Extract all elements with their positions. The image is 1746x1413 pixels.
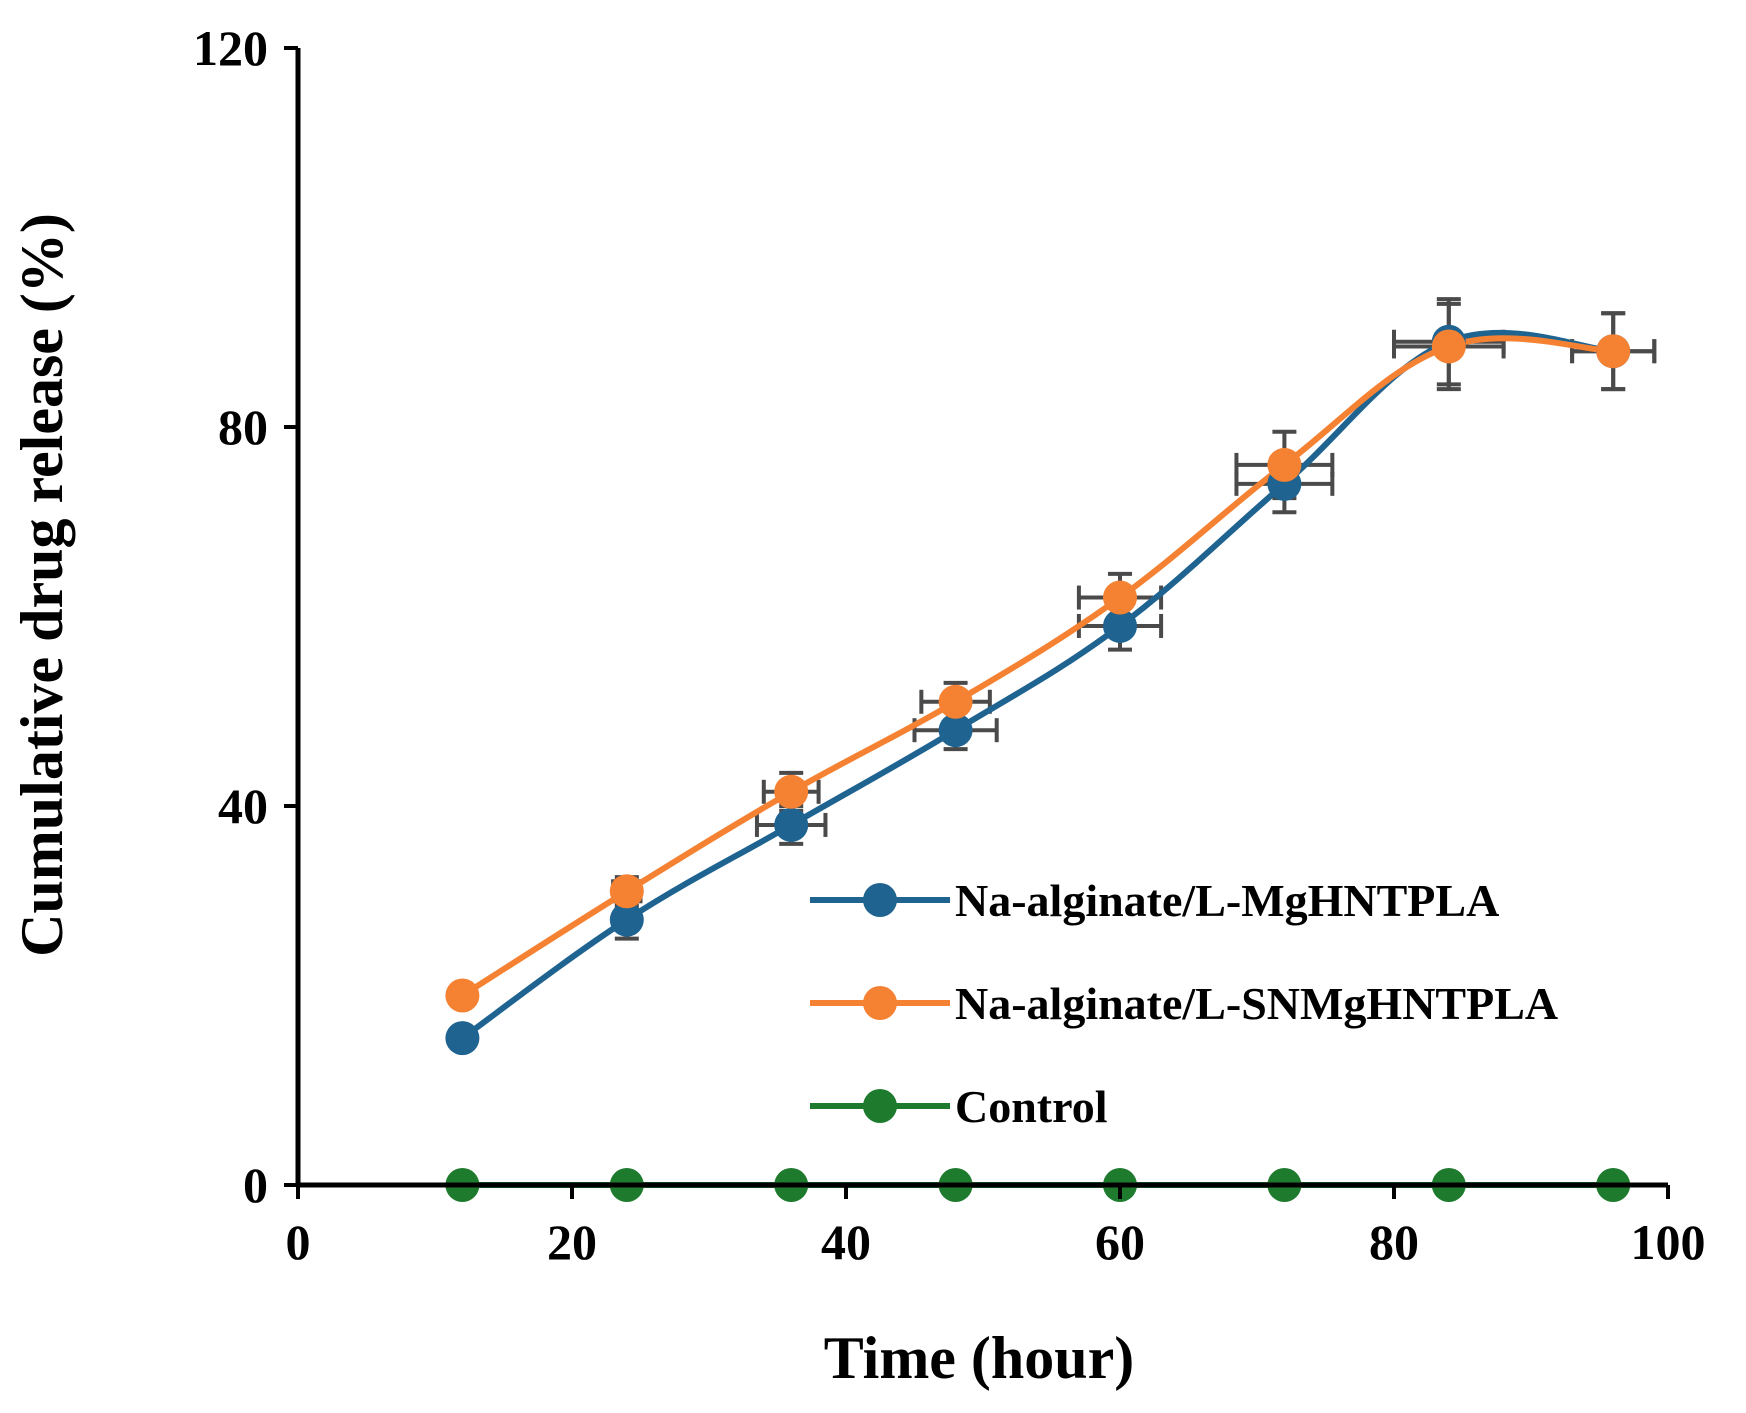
y-tick-label: 120 [193,20,268,76]
data-point [1103,608,1137,643]
data-point [938,684,973,719]
x-tick-label: 0 [286,1214,311,1270]
y-tick-label: 40 [218,778,268,834]
data-point [774,774,809,809]
legend-marker [863,986,897,1020]
data-point [1103,580,1137,615]
y-tick-label: 80 [218,399,268,455]
legend-label: Na-alginate/L-MgHNTPLA [955,875,1499,926]
series-markers [445,324,1631,1202]
tick-labels: 0 40 80 120 0 20 40 60 80 100 [193,20,1706,1270]
data-point [774,807,809,842]
legend-marker [863,883,897,917]
data-point [609,874,644,909]
legend: Na-alginate/L-MgHNTPLA Na-alginate/L-SNMg… [810,875,1558,1132]
legend-marker [863,1089,897,1123]
data-point [1596,334,1631,369]
x-tick-label: 40 [821,1214,871,1270]
y-axis-title: Cumulative drug release (%) [9,213,75,957]
y-tick-label: 0 [243,1157,268,1213]
data-point [609,902,644,937]
data-point [445,1021,480,1056]
data-point [1267,447,1302,482]
data-point [445,978,480,1013]
data-point [1431,329,1466,364]
x-axis-title: Time (hour) [824,1325,1135,1391]
data-point [938,713,973,748]
x-tick-label: 100 [1631,1214,1706,1270]
series-line-2 [460,335,1614,999]
axes [284,46,1670,1199]
legend-label: Na-alginate/L-SNMgHNTPLA [955,978,1558,1029]
series-lines [460,329,1614,1189]
legend-label: Control [955,1081,1108,1132]
x-tick-label: 80 [1369,1214,1419,1270]
x-tick-label: 60 [1095,1214,1145,1270]
x-tick-label: 20 [547,1214,597,1270]
